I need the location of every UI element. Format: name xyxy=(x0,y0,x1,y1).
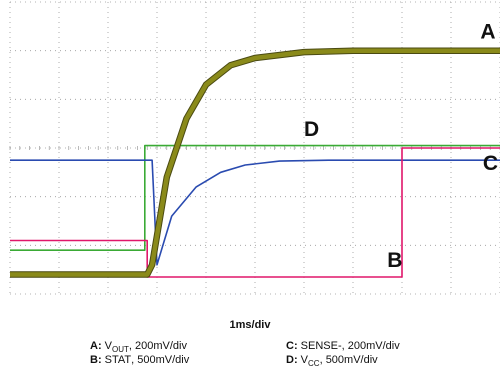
timebase-label: 1ms/div xyxy=(229,319,271,331)
trace-b xyxy=(10,147,500,278)
oscilloscope-plot: A B C D xyxy=(0,0,500,315)
traces xyxy=(10,47,500,278)
trace-label-b: B xyxy=(387,249,402,272)
legend-entry-d: D: VCC, 500mV/div xyxy=(286,354,378,368)
plot-background xyxy=(0,0,500,315)
legend-entry-b: B: STAT, 500mV/div xyxy=(90,354,190,366)
trace-d xyxy=(10,144,500,251)
legend-entry-c: C: SENSE-, 200mV/div xyxy=(286,340,400,352)
trace-c xyxy=(10,159,500,266)
trace-labels: A B C D xyxy=(304,21,498,273)
trace-label-a: A xyxy=(480,21,495,44)
trace-label-d: D xyxy=(304,118,319,141)
trace-a xyxy=(10,48,500,277)
trace-label-c: C xyxy=(483,152,498,175)
legend-entry-a: A: VOUT, 200mV/div xyxy=(90,340,187,354)
